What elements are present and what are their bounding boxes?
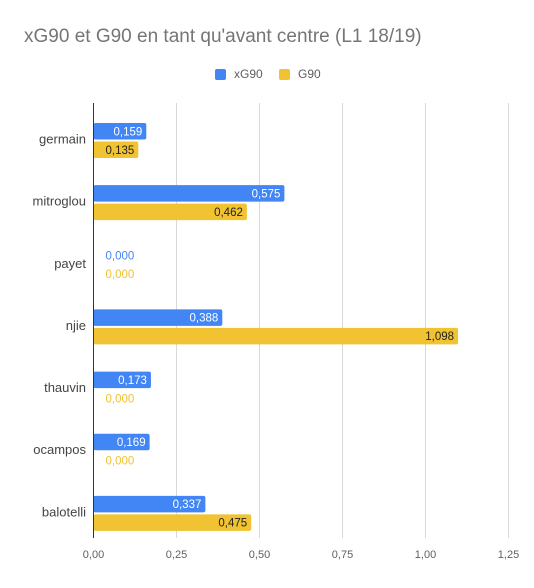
category-label: njie: [66, 318, 86, 333]
category-label: thauvin: [44, 380, 86, 395]
data-label-xg90: 0,173: [118, 375, 147, 387]
bar-xg90: [93, 495, 206, 513]
data-label-g90: 0,462: [214, 207, 243, 219]
category-label: ocampos: [33, 442, 86, 457]
data-label-xg90: 0,000: [106, 251, 135, 263]
data-label-g90: 0,000: [106, 269, 135, 281]
x-tick-label: 1,25: [498, 549, 519, 561]
chart-title: xG90 et G90 en tant qu'avant centre (L1 …: [24, 26, 422, 47]
legend-item-g90: G90: [279, 67, 321, 81]
x-tick-label: 1,00: [415, 549, 436, 561]
bar-g90: [93, 327, 459, 345]
data-label-xg90: 0,388: [190, 313, 219, 325]
data-label-g90: 0,000: [106, 393, 135, 405]
x-tick-label: 0,50: [249, 549, 270, 561]
x-tick-label: 0,75: [332, 549, 353, 561]
bar-xg90: [93, 309, 223, 326]
category-label: mitroglou: [33, 194, 86, 209]
legend-label-xg90: xG90: [234, 67, 263, 81]
x-tick-label: 0,00: [83, 549, 104, 561]
data-label-xg90: 0,159: [114, 126, 143, 138]
data-label-g90: 0,000: [106, 455, 135, 467]
category-label: germain: [39, 132, 86, 147]
bar-xg90: [93, 433, 150, 451]
bar-xg90: [93, 123, 147, 140]
data-label-g90: 0,135: [106, 145, 135, 157]
legend-swatch-xg90: [215, 68, 226, 80]
category-label: payet: [54, 256, 86, 271]
data-label-xg90: 0,337: [173, 499, 202, 511]
bar-g90: [93, 514, 252, 531]
legend: xG90 G90: [0, 67, 534, 85]
data-label-xg90: 0,575: [252, 188, 281, 200]
legend-item-xg90: xG90: [215, 67, 263, 81]
legend-swatch-g90: [279, 68, 290, 80]
data-label-xg90: 0,169: [117, 437, 146, 449]
legend-label-g90: G90: [298, 67, 321, 81]
bar-xg90: [93, 185, 285, 202]
category-label: balotelli: [42, 504, 86, 519]
data-label-g90: 1,098: [425, 331, 454, 343]
data-label-g90: 0,475: [218, 518, 247, 530]
bar-xg90: [93, 371, 151, 389]
bar-g90: [93, 141, 139, 158]
x-tick-label: 0,25: [166, 549, 187, 561]
bar-g90: [93, 203, 247, 221]
